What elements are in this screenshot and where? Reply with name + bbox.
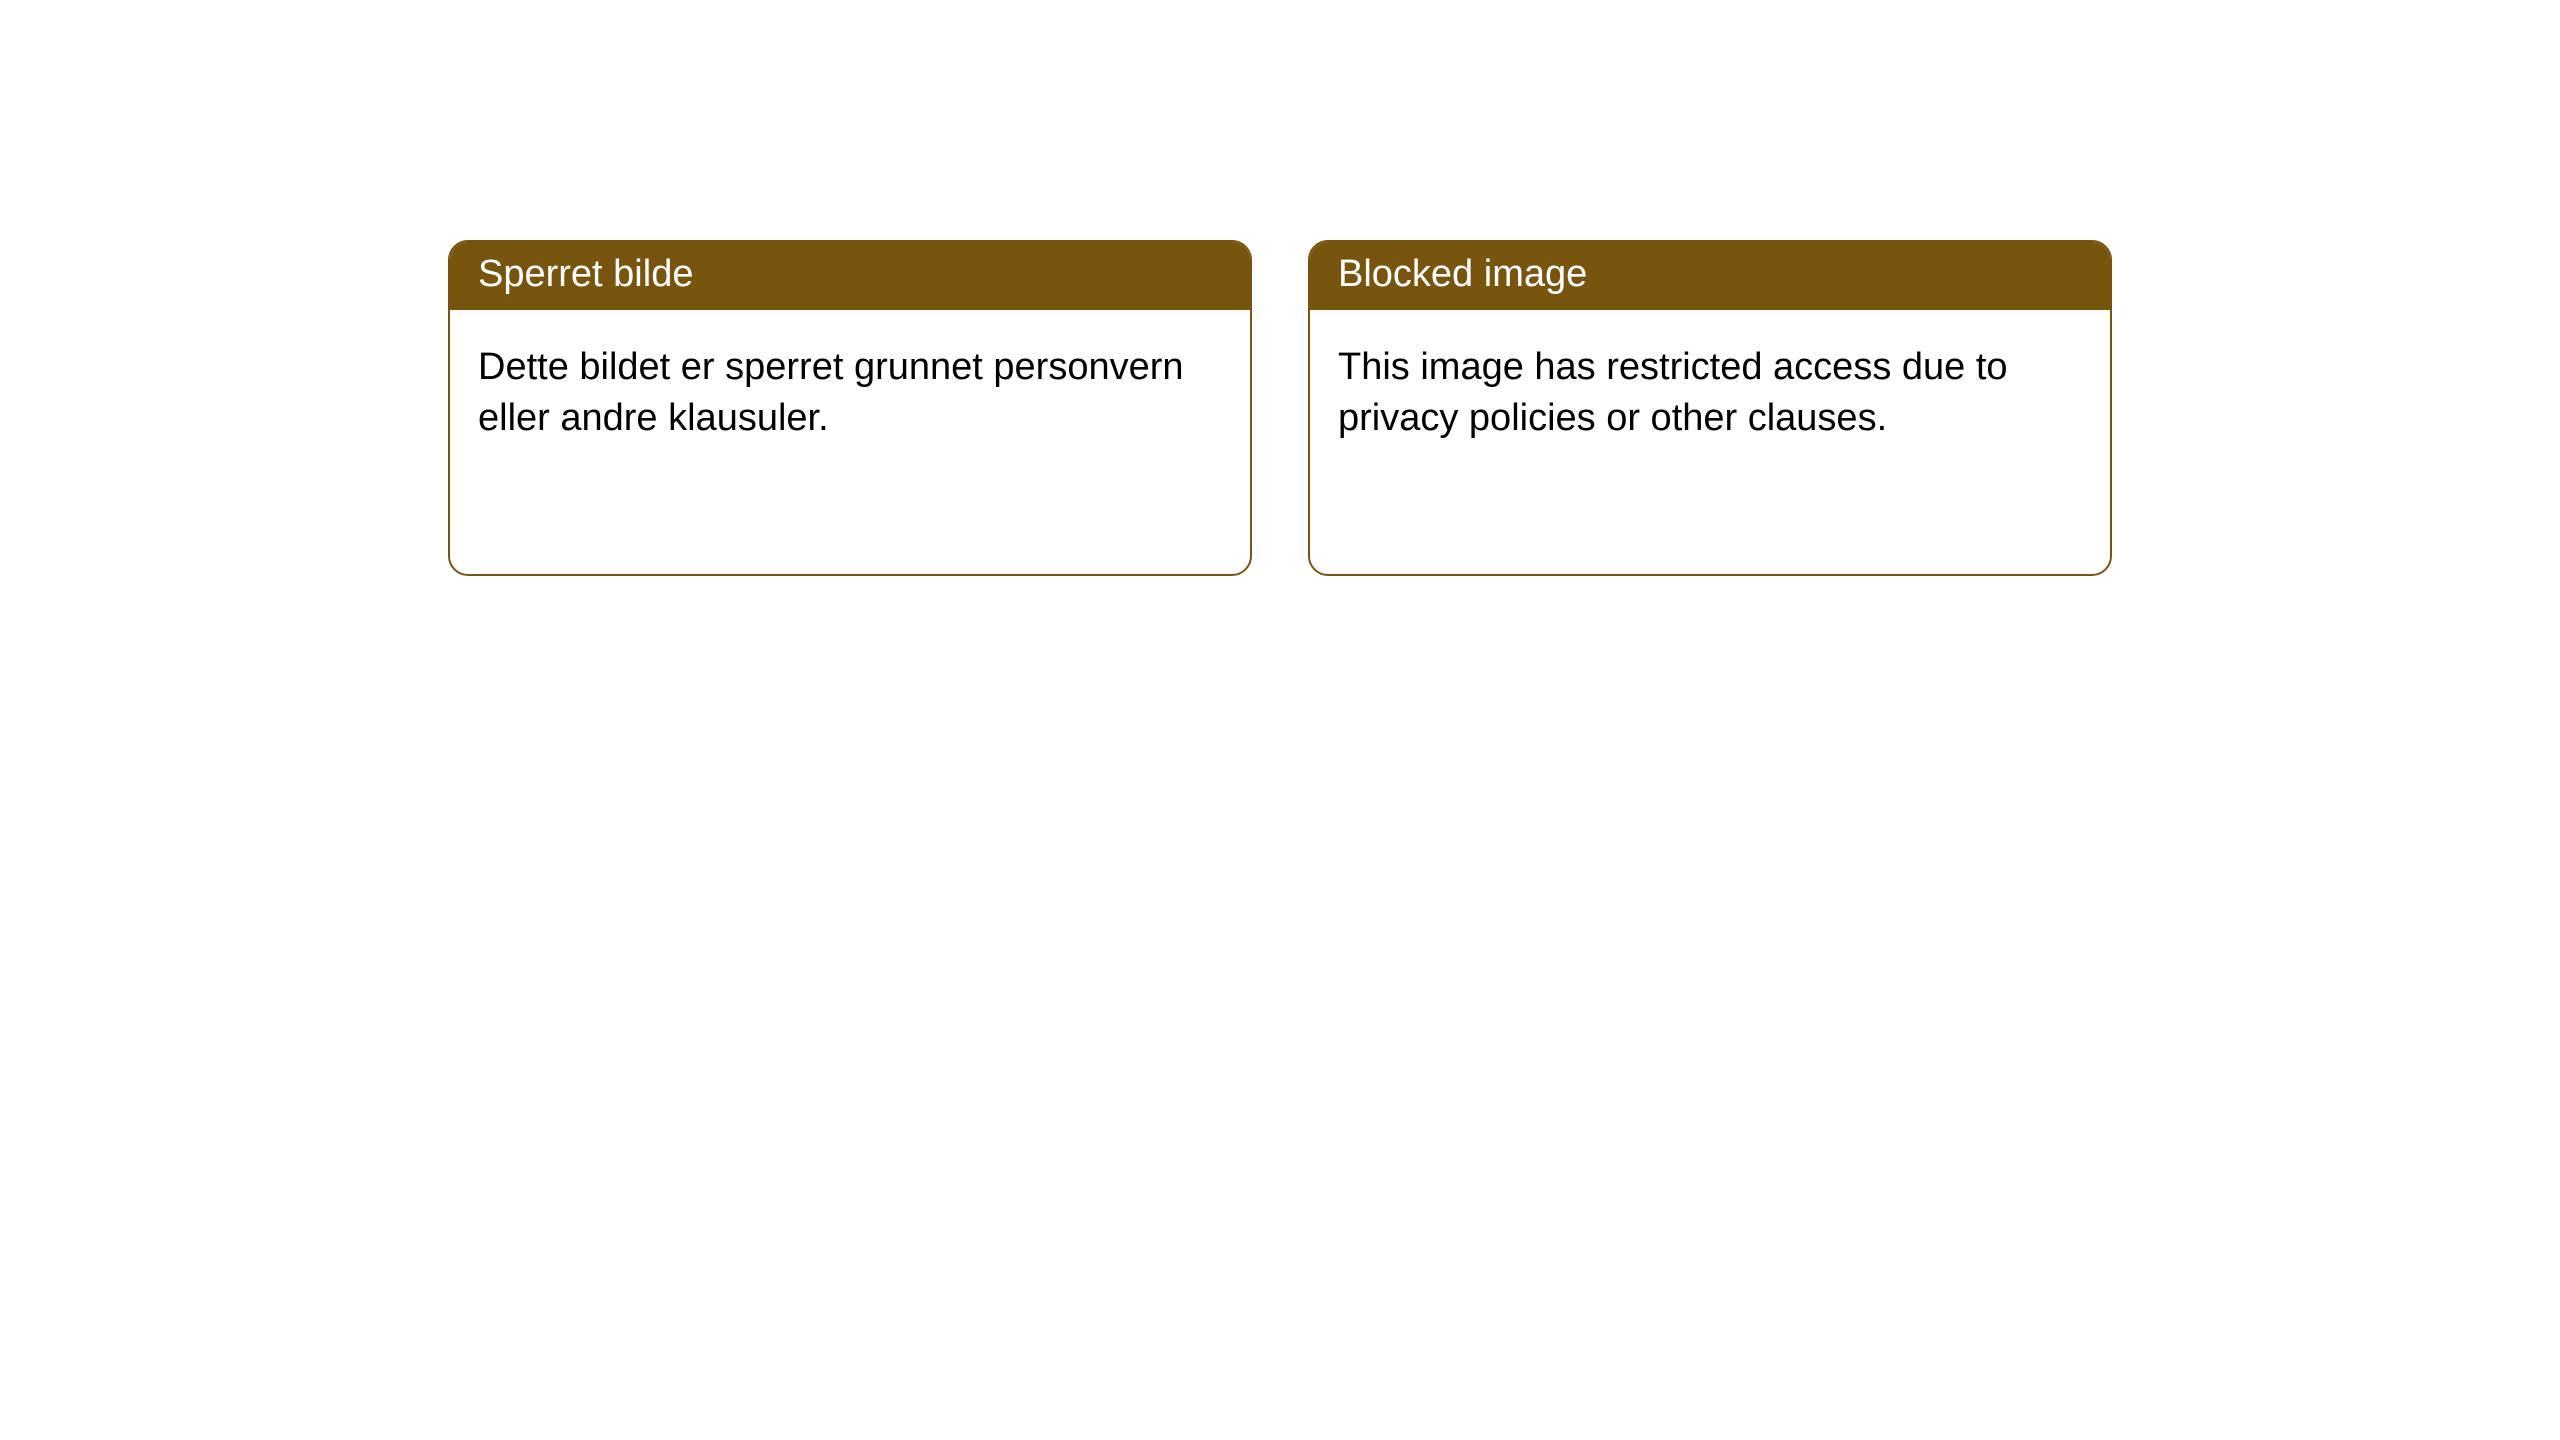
notice-card-norwegian: Sperret bilde Dette bildet er sperret gr… — [448, 240, 1252, 576]
notice-container: Sperret bilde Dette bildet er sperret gr… — [448, 240, 2112, 576]
notice-body-norwegian: Dette bildet er sperret grunnet personve… — [450, 310, 1250, 477]
notice-card-english: Blocked image This image has restricted … — [1308, 240, 2112, 576]
notice-header-english: Blocked image — [1310, 242, 2110, 310]
notice-header-norwegian: Sperret bilde — [450, 242, 1250, 310]
notice-body-english: This image has restricted access due to … — [1310, 310, 2110, 477]
